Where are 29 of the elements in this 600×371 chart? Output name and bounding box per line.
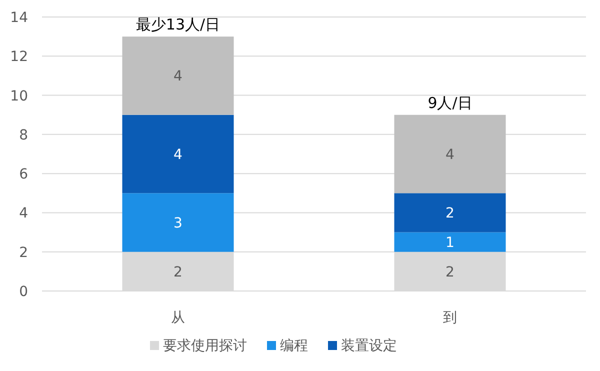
bar [122,193,234,252]
legend-label: 要求使用探讨 [163,338,247,354]
data-label: 4 [446,147,455,163]
y-tick-label: 2 [19,244,28,261]
bar [122,114,234,194]
y-tick-label: 6 [19,166,28,183]
data-label: 2 [446,206,454,222]
legend-label: 装置设定 [341,338,397,354]
data-label: 3 [174,216,182,232]
x-tick-label: 到 [443,310,457,326]
total-label: 9人/日 [428,94,472,112]
bar [122,36,234,115]
data-label: 4 [174,68,183,85]
bar [394,114,506,194]
data-label: 2 [174,264,182,280]
y-tick-label: 4 [19,206,28,222]
bar [394,193,506,232]
data-label: 4 [174,147,183,163]
y-tick-label: 0 [19,284,28,300]
y-tick-label: 8 [19,127,28,144]
y-tick-label: 12 [10,49,28,66]
x-tick-label: 从 [171,310,185,326]
total-label: 最少13人/日 [136,16,220,34]
legend-label: 编程 [280,338,308,354]
data-label: 1 [446,235,454,252]
data-label: 2 [446,264,454,280]
bar [394,232,506,252]
y-tick-label: 10 [10,88,28,104]
y-tick-label: 14 [10,10,28,26]
